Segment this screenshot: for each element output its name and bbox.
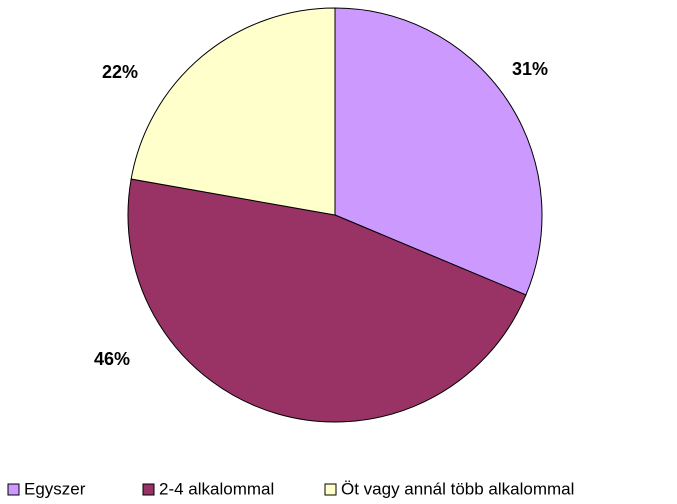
legend-label: Öt vagy annál több alkalommal	[341, 479, 574, 498]
data-label: 22%	[102, 62, 138, 82]
legend-swatch	[7, 483, 20, 496]
data-label: 31%	[512, 59, 548, 79]
legend-swatch	[324, 483, 337, 496]
pie-slice	[127, 178, 527, 423]
legend-swatch	[142, 483, 155, 496]
pie-slice	[334, 7, 543, 296]
legend-label: Egyszer	[24, 479, 86, 498]
data-label: 46%	[94, 349, 130, 369]
pie-slice	[130, 7, 336, 216]
legend-label: 2-4 alkalommal	[159, 479, 274, 498]
